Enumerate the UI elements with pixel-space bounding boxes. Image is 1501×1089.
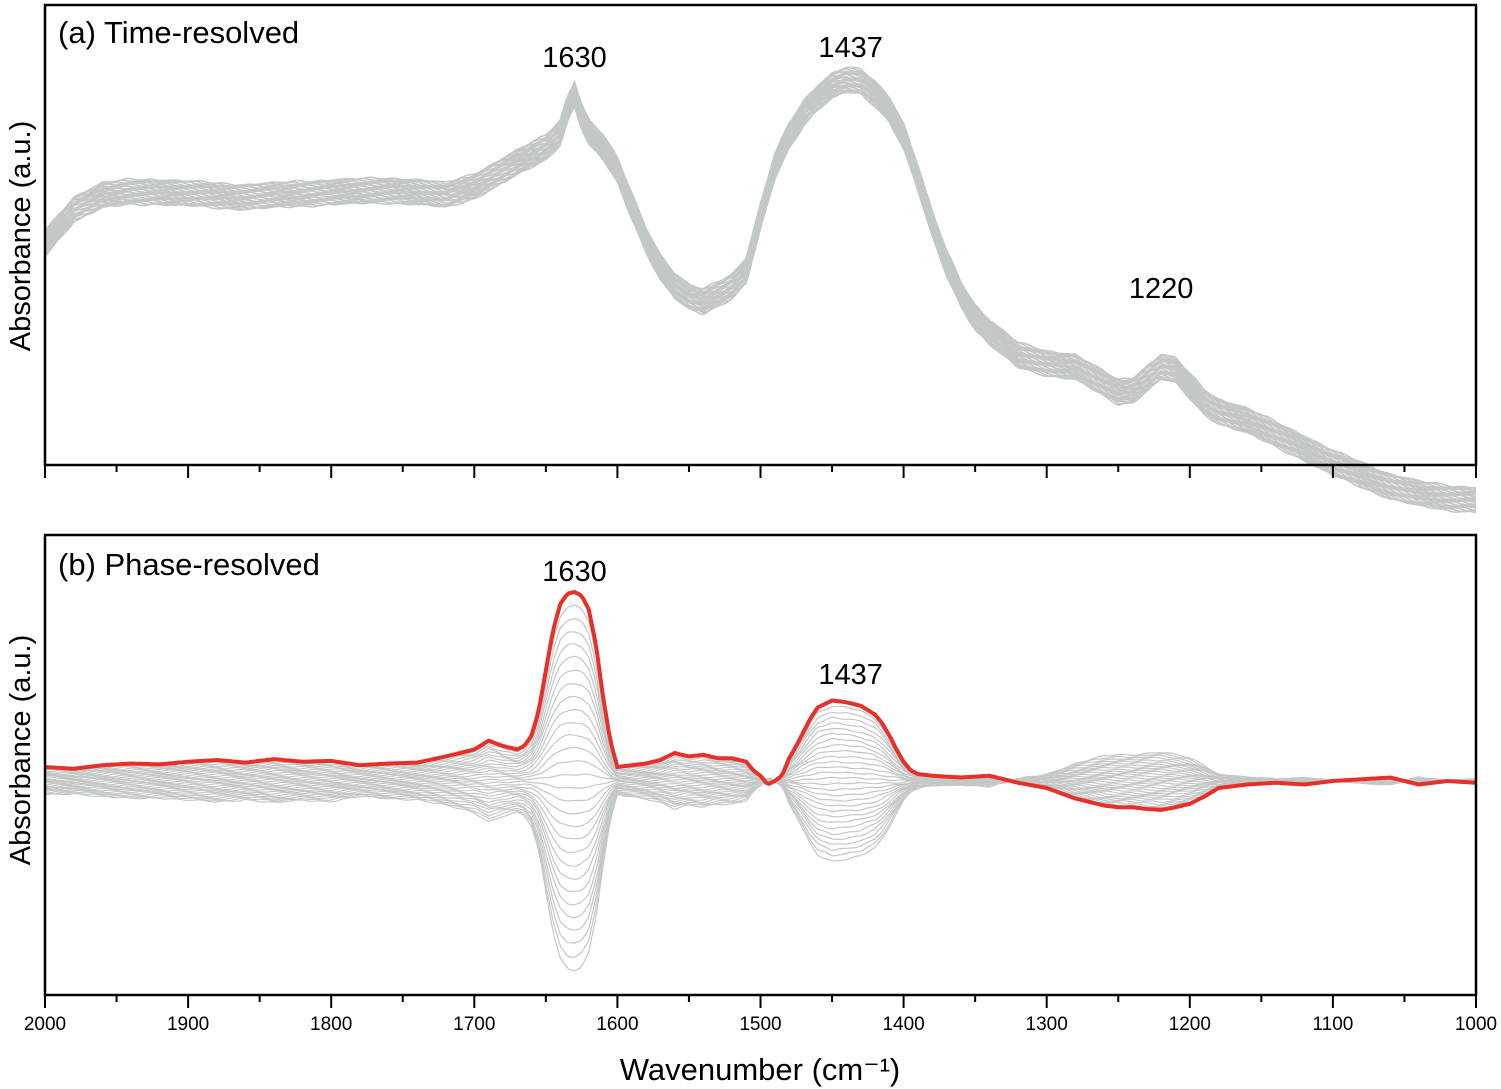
panel-a-trace	[44, 89, 1477, 512]
panel-a-annotation-1630: 1630	[542, 42, 607, 74]
panel-b: 2000 1900 1800 1700 1600 1500 1400 1300 1200 1100…	[5, 533, 1497, 1087]
panel-a-annotation-1437: 1437	[818, 32, 883, 64]
panel-a-x-ticks	[44, 465, 1477, 478]
x-tick-label: 2000	[24, 1014, 66, 1035]
panel-b-x-ticks: 2000 1900 1800 1700 1600 1500 1400 1300 1200 1100…	[24, 995, 1497, 1035]
x-tick-label: 1200	[1169, 1014, 1211, 1035]
x-tick-label: 1100	[1312, 1014, 1353, 1035]
panel-a-traces	[44, 66, 1477, 514]
panel-b-label: (b) Phase-resolved	[58, 547, 320, 582]
panel-a-trace	[44, 89, 1477, 510]
x-tick-label: 1700	[453, 1014, 495, 1035]
panel-b-frame	[43, 533, 1478, 997]
panel-a-trace	[44, 83, 1476, 505]
x-tick-label: 1900	[167, 1014, 209, 1035]
panel-a-frame	[43, 3, 1478, 467]
panel-a-trace	[44, 89, 1477, 512]
panel-a: (a) Time-resolved 1630 1437 1220 Absorba…	[5, 3, 1478, 514]
panel-a-annotation-1220: 1220	[1129, 273, 1194, 305]
panel-a-trace	[44, 91, 1477, 514]
panel-a-trace	[44, 85, 1477, 508]
x-tick-label: 1600	[596, 1014, 638, 1035]
panel-b-traces	[44, 591, 1477, 972]
panel-b-highlight-line	[44, 589, 1477, 812]
panel-b-y-axis-title: Absorbance (a.u.)	[5, 635, 37, 866]
panel-b-annotation-1630: 1630	[542, 556, 607, 588]
panel-b-trace	[44, 778, 1477, 789]
panel-a-trace	[44, 84, 1477, 507]
x-tick-label: 1300	[1026, 1014, 1068, 1035]
x-tick-label: 1800	[310, 1014, 352, 1035]
panel-b-trace	[44, 752, 1477, 972]
panel-a-trace	[44, 86, 1476, 508]
panel-b-annotation-1437: 1437	[818, 659, 883, 691]
panel-a-y-axis-title: Absorbance (a.u.)	[5, 121, 37, 352]
panel-a-trace	[44, 83, 1477, 506]
panel-a-trace	[44, 85, 1477, 508]
panel-a-trace	[44, 66, 1477, 490]
panel-a-trace	[44, 89, 1477, 513]
x-tick-label: 1000	[1455, 1014, 1497, 1035]
x-tick-label: 1500	[739, 1014, 781, 1035]
x-axis-title: Wavenumber (cm⁻¹)	[620, 1052, 900, 1087]
panel-a-label: (a) Time-resolved	[58, 15, 299, 50]
x-tick-label: 1400	[882, 1014, 924, 1035]
